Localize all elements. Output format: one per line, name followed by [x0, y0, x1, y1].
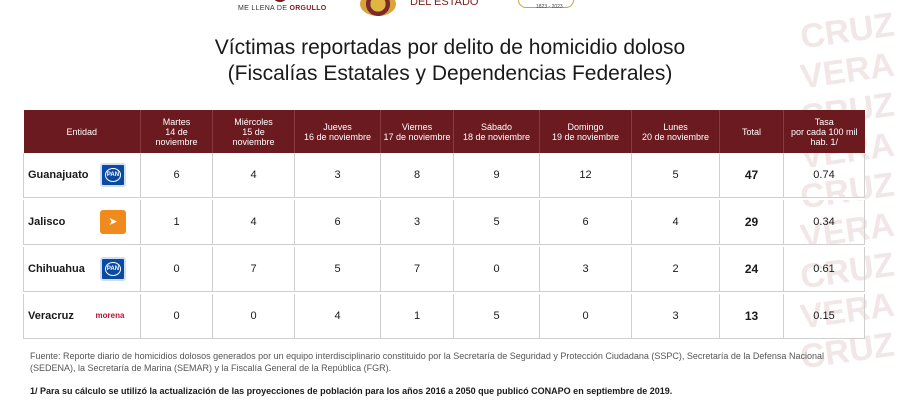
- header-domingo: Domingo 19 de noviembre: [539, 110, 632, 153]
- table-row: Veracruz morena 0 0 4 1 5 0 3 13 0.15: [23, 294, 865, 339]
- state-seal-icon: [360, 0, 396, 16]
- cell-value: 12: [539, 153, 632, 198]
- cell-tasa: 0.34: [783, 200, 865, 245]
- cell-value: 4: [294, 294, 381, 339]
- cell-value: 5: [453, 294, 540, 339]
- cell-total: 29: [719, 200, 784, 245]
- cell-entidad: Guanajuato PAN: [23, 153, 141, 198]
- logo-me-llena-de-orgullo: ME LLENA DE ORGULLO: [238, 0, 326, 16]
- cell-entidad: Jalisco ➤: [23, 200, 141, 245]
- cell-value: 4: [212, 153, 295, 198]
- cell-value: 3: [539, 247, 632, 292]
- cell-value: 0: [140, 247, 213, 292]
- page-subtitle: (Fiscalías Estatales y Dependencias Fede…: [227, 62, 673, 85]
- cell-value: 0: [453, 247, 540, 292]
- anniversary-years: 1823 - 2023: [536, 4, 563, 10]
- header-martes: Martes 14 de noviembre: [140, 110, 213, 153]
- table-row: Guanajuato PAN 6 4 3 8 9 12 5 47 0.74: [23, 153, 865, 198]
- cell-total: 13: [719, 294, 784, 339]
- top-logos: ME LLENA DE ORGULLO DEL ESTADO 1823 - 20…: [0, 0, 900, 20]
- cell-total: 24: [719, 247, 784, 292]
- logo-left-text-bold: ORGULLO: [289, 5, 327, 12]
- cell-value: 0: [140, 294, 213, 339]
- header-entidad: Entidad: [23, 110, 141, 153]
- logo-left-text: ME LLENA DE: [238, 5, 290, 12]
- cell-total: 47: [719, 153, 784, 198]
- cell-value: 6: [140, 153, 213, 198]
- morena-logo-icon: morena: [94, 303, 126, 328]
- logo-mid-text: DEL ESTADO: [410, 0, 479, 8]
- cell-value: 5: [453, 200, 540, 245]
- cell-value: 8: [380, 153, 454, 198]
- cell-value: 7: [380, 247, 454, 292]
- source-note: Fuente: Reporte diario de homicidios dol…: [30, 351, 824, 373]
- cell-value: 3: [294, 153, 381, 198]
- cell-tasa: 0.15: [783, 294, 865, 339]
- cell-value: 7: [212, 247, 295, 292]
- cell-entidad: Chihuahua PAN: [23, 247, 141, 292]
- logo-mark-icon: [272, 0, 288, 2]
- cell-value: 5: [294, 247, 381, 292]
- page-title: Víctimas reportadas por delito de homici…: [214, 36, 686, 59]
- cell-tasa: 0.74: [783, 153, 865, 198]
- footnote: 1/ Para su cálculo se utilizó la actuali…: [30, 386, 673, 396]
- cell-value: 0: [539, 294, 632, 339]
- cell-value: 9: [453, 153, 540, 198]
- cell-value: 6: [539, 200, 632, 245]
- cell-value: 2: [631, 247, 720, 292]
- cell-value: 4: [212, 200, 295, 245]
- cell-value: 3: [380, 200, 454, 245]
- cell-value: 3: [631, 294, 720, 339]
- cell-value: 1: [380, 294, 454, 339]
- homicide-table: Entidad Martes 14 de noviembre Miércoles 1…: [23, 110, 865, 339]
- header-tasa: Tasa por cada 100 mil hab. 1/: [783, 110, 865, 153]
- pan-logo-icon: PAN: [100, 162, 126, 187]
- cell-value: 6: [294, 200, 381, 245]
- mc-logo-icon: ➤: [100, 209, 126, 234]
- header-total: Total: [719, 110, 784, 153]
- header-lunes: Lunes 20 de noviembre: [631, 110, 720, 153]
- pan-logo-icon: PAN: [100, 256, 126, 281]
- header-sabado: Sábado 18 de noviembre: [453, 110, 540, 153]
- cell-tasa: 0.61: [783, 247, 865, 292]
- cell-value: 4: [631, 200, 720, 245]
- table-row: Chihuahua PAN 0 7 5 7 0 3 2 24 0.61: [23, 247, 865, 292]
- table-header-row: Entidad Martes 14 de noviembre Miércoles 1…: [23, 110, 865, 153]
- header-jueves: Jueves 16 de noviembre: [294, 110, 381, 153]
- header-miercoles: Miércoles 15 de noviembre: [212, 110, 295, 153]
- cell-value: 1: [140, 200, 213, 245]
- cell-value: 0: [212, 294, 295, 339]
- cell-entidad: Veracruz morena: [23, 294, 141, 339]
- cell-value: 5: [631, 153, 720, 198]
- header-viernes: Viernes 17 de noviembre: [380, 110, 454, 153]
- table-row: Jalisco ➤ 1 4 6 3 5 6 4 29 0.34: [23, 200, 865, 245]
